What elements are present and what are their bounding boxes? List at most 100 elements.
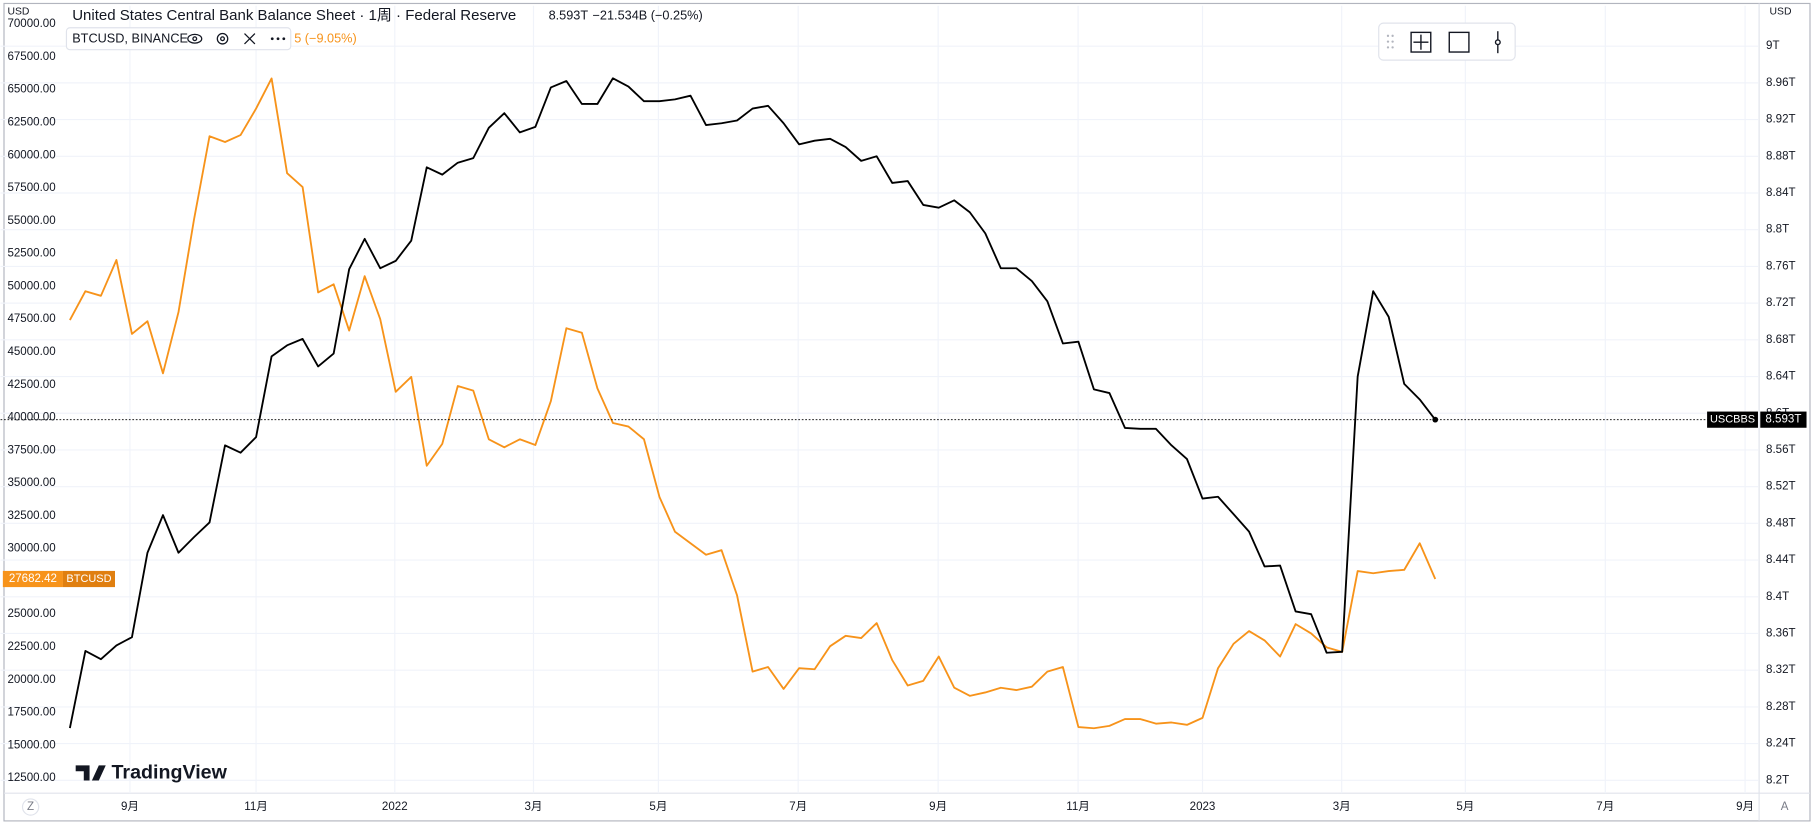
y-tick-label: 30000.00 bbox=[7, 543, 55, 555]
dot bbox=[1386, 40, 1390, 43]
last-value-box bbox=[1760, 411, 1807, 428]
y2-tick-label: 8.72T bbox=[1766, 297, 1796, 309]
y2-tick-label: 8.2T bbox=[1766, 774, 1789, 786]
x-tick-label: 5月 bbox=[649, 801, 667, 813]
series-name: USCBBS bbox=[1710, 414, 1755, 426]
frame bbox=[3, 2, 1811, 822]
y2-tick-label: 8.8T bbox=[1766, 224, 1789, 236]
y-tick-label: 52500.00 bbox=[7, 248, 55, 260]
y2-tick-label: 9T bbox=[1766, 40, 1779, 52]
y-tick-label: 42500.00 bbox=[7, 379, 55, 391]
zoom-icon[interactable] bbox=[1448, 31, 1470, 53]
x-tick-label: 9月 bbox=[929, 801, 947, 813]
x-tick-label: 9月 bbox=[1736, 801, 1754, 813]
x-tick-label: 3月 bbox=[525, 801, 543, 813]
grid bbox=[0, 5, 1758, 794]
last-point bbox=[1432, 416, 1439, 423]
y-tick-label: 20000.00 bbox=[7, 674, 55, 686]
x-tick-label: 3月 bbox=[1333, 801, 1351, 813]
series-name-box bbox=[1707, 411, 1758, 428]
gear-center bbox=[220, 36, 226, 42]
x-tick-label: 11月 bbox=[244, 801, 268, 813]
y-tick-label: 12500.00 bbox=[7, 772, 55, 784]
y2-tick-label: 8.68T bbox=[1766, 334, 1796, 346]
y-tick-label: 37500.00 bbox=[7, 444, 55, 456]
y2-tick-label: 8.48T bbox=[1766, 517, 1796, 529]
y-tick-label: 67500.00 bbox=[7, 51, 55, 63]
dot bbox=[1386, 46, 1390, 49]
x-tick-label: 7月 bbox=[1596, 801, 1614, 813]
last-value-label: 8.593T bbox=[1765, 414, 1801, 426]
y-tick-label: 17500.00 bbox=[7, 707, 55, 719]
dot bbox=[1386, 34, 1390, 37]
toolbar bbox=[1378, 22, 1516, 61]
measure-cross bbox=[1413, 34, 1429, 50]
corner-left[interactable]: Z bbox=[27, 801, 34, 813]
y2-tick-label: 8.36T bbox=[1766, 628, 1796, 640]
y2-tick-label: 8.76T bbox=[1766, 260, 1796, 272]
eye-icon[interactable] bbox=[187, 33, 203, 44]
toolbar-box bbox=[1378, 22, 1516, 61]
y2-tick-label: 8.24T bbox=[1766, 738, 1796, 750]
series-name-box bbox=[62, 570, 115, 588]
y2-tick-label: 8.92T bbox=[1766, 114, 1796, 126]
dot bbox=[1391, 34, 1394, 37]
logo-mark bbox=[75, 765, 106, 781]
subtitle: BTCUSD, BINANCE bbox=[72, 31, 188, 46]
y2-tick-label: 8.28T bbox=[1766, 701, 1796, 713]
dot bbox=[1391, 46, 1394, 49]
y-tick-label: 45000.00 bbox=[7, 346, 55, 358]
y-tick-label: 60000.00 bbox=[7, 149, 55, 161]
subtitle-change: 5 (−9.05%) bbox=[294, 31, 357, 46]
chart-title: United States Central Bank Balance Sheet… bbox=[72, 7, 516, 24]
measure-icon[interactable] bbox=[1410, 31, 1432, 53]
logo: TradingView bbox=[75, 762, 228, 784]
last-value-label: 27682.42 bbox=[9, 573, 57, 585]
y-tick-label: 47500.00 bbox=[7, 313, 55, 325]
y2-tick-label: 8.44T bbox=[1766, 554, 1796, 566]
y2-tick-label: 8.84T bbox=[1766, 187, 1796, 199]
logo-text: TradingView bbox=[112, 762, 228, 784]
y2-tick-label: 8.56T bbox=[1766, 444, 1796, 456]
y-tick-label: 70000.00 bbox=[7, 18, 55, 30]
y-tick-label: 40000.00 bbox=[7, 412, 55, 424]
close-icon[interactable] bbox=[244, 33, 256, 45]
x-tick-label: 9月 bbox=[121, 801, 139, 813]
dot bbox=[270, 37, 274, 41]
y-tick-label: 50000.00 bbox=[7, 280, 55, 292]
y2-tick-label: 8.32T bbox=[1766, 664, 1796, 676]
y2-unit-label: USD bbox=[1770, 6, 1792, 17]
gear-icon[interactable] bbox=[216, 32, 229, 45]
x-tick-label: 11月 bbox=[1066, 801, 1090, 813]
y-tick-label: 15000.00 bbox=[7, 739, 55, 751]
y-tick-label: 62500.00 bbox=[7, 117, 55, 129]
y2-tick-label: 8.4T bbox=[1766, 591, 1789, 603]
title-value: 8.593T bbox=[549, 8, 589, 23]
y-tick-label: 55000.00 bbox=[7, 215, 55, 227]
corner-right[interactable]: A bbox=[1781, 801, 1789, 813]
eye-pupil bbox=[192, 36, 198, 42]
title-change: −21.534B (−0.25%) bbox=[593, 8, 703, 23]
dot bbox=[1391, 40, 1394, 43]
y2-tick-label: 8.64T bbox=[1766, 371, 1796, 383]
marker-dot bbox=[1494, 39, 1501, 46]
x-tick-label: 2022 bbox=[382, 801, 408, 813]
line-series bbox=[68, 77, 1436, 729]
plot bbox=[0, 77, 1758, 730]
more-icon[interactable] bbox=[270, 37, 286, 41]
y2-tick-label: 8.88T bbox=[1766, 150, 1796, 162]
y-unit-label: USD bbox=[7, 6, 29, 17]
drag-handle[interactable] bbox=[1386, 34, 1394, 49]
legend-icons[interactable] bbox=[187, 32, 256, 45]
series-name: BTCUSD bbox=[66, 573, 111, 585]
axis-labels: 9月 11月 2022 3月 5月 7月 9月 11月 2023 3月 5月 7月 9月 8.2T 8.24… bbox=[2, 18, 1807, 813]
dot bbox=[282, 37, 286, 41]
dot bbox=[276, 37, 280, 41]
y-tick-label: 65000.00 bbox=[7, 84, 55, 96]
y-tick-label: 25000.00 bbox=[7, 608, 55, 620]
y-tick-label: 35000.00 bbox=[7, 477, 55, 489]
corner-button[interactable] bbox=[21, 798, 40, 816]
